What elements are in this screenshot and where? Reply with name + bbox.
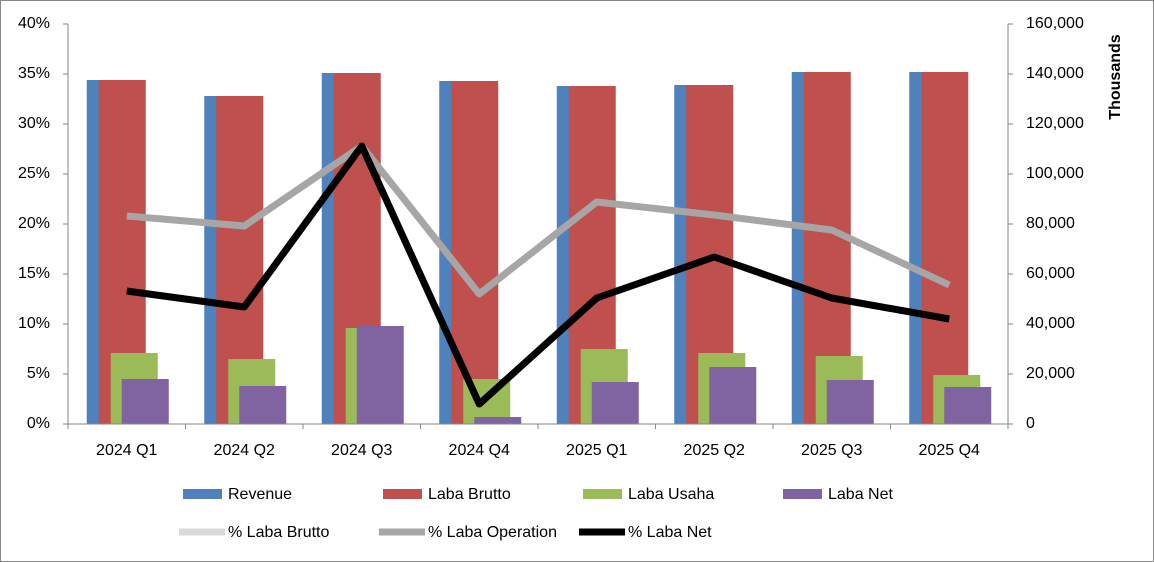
legend-swatch bbox=[183, 489, 222, 499]
bar bbox=[451, 81, 499, 424]
x-tick-label: 2025 Q4 bbox=[919, 442, 980, 459]
y2-tick-label: 60,000 bbox=[1026, 265, 1075, 282]
x-tick-label: 2024 Q2 bbox=[214, 442, 275, 459]
y-tick-label: 5% bbox=[27, 365, 50, 382]
x-tick-label: 2024 Q1 bbox=[96, 442, 157, 459]
y2-tick-label: 140,000 bbox=[1026, 65, 1084, 82]
line bbox=[126, 142, 951, 298]
y-tick-label: 10% bbox=[18, 315, 50, 332]
legend-label: % Laba Operation bbox=[428, 524, 557, 541]
y-tick-label: 35% bbox=[18, 65, 50, 82]
y2-tick-label: 100,000 bbox=[1026, 165, 1084, 182]
x-tick-label: 2025 Q3 bbox=[801, 442, 862, 459]
x-tick-label: 2025 Q1 bbox=[566, 442, 627, 459]
x-tick-label: 2024 Q3 bbox=[331, 442, 392, 459]
y-tick-label: 15% bbox=[18, 265, 50, 282]
bar bbox=[591, 382, 639, 424]
y2-tick-label: 0 bbox=[1026, 415, 1035, 432]
bar bbox=[239, 386, 287, 424]
bar bbox=[356, 326, 404, 424]
legend-label: Laba Brutto bbox=[428, 486, 511, 503]
legend-swatch bbox=[783, 489, 822, 499]
y2-tick-label: 20,000 bbox=[1026, 365, 1075, 382]
y2-tick-label: 160,000 bbox=[1026, 15, 1084, 32]
legend-label: Laba Net bbox=[828, 486, 893, 503]
y2-tick-label: 80,000 bbox=[1026, 215, 1075, 232]
legend-label: Revenue bbox=[228, 486, 292, 503]
x-tick-label: 2025 Q2 bbox=[684, 442, 745, 459]
legend-swatch bbox=[383, 489, 422, 499]
y2-tick-label: 120,000 bbox=[1026, 115, 1084, 132]
bar bbox=[921, 72, 969, 424]
y2-tick-label: 40,000 bbox=[1026, 315, 1075, 332]
legend-label: % Laba Net bbox=[628, 524, 712, 541]
x-tick-label: 2024 Q4 bbox=[449, 442, 510, 459]
bar bbox=[709, 367, 757, 424]
legend-label: Laba Usaha bbox=[628, 486, 714, 503]
line bbox=[126, 142, 950, 408]
y-tick-label: 0% bbox=[27, 415, 50, 432]
bar bbox=[826, 380, 874, 424]
legend-swatch bbox=[583, 489, 622, 499]
legend-label: % Laba Brutto bbox=[228, 524, 330, 541]
y-tick-label: 20% bbox=[18, 215, 50, 232]
y2-axis-title: Thousands bbox=[1107, 34, 1124, 119]
y-tick-label: 25% bbox=[18, 165, 50, 182]
bar bbox=[121, 379, 169, 424]
bar bbox=[474, 417, 522, 424]
bar bbox=[944, 387, 992, 424]
y-tick-label: 40% bbox=[18, 15, 50, 32]
y-tick-label: 30% bbox=[18, 115, 50, 132]
